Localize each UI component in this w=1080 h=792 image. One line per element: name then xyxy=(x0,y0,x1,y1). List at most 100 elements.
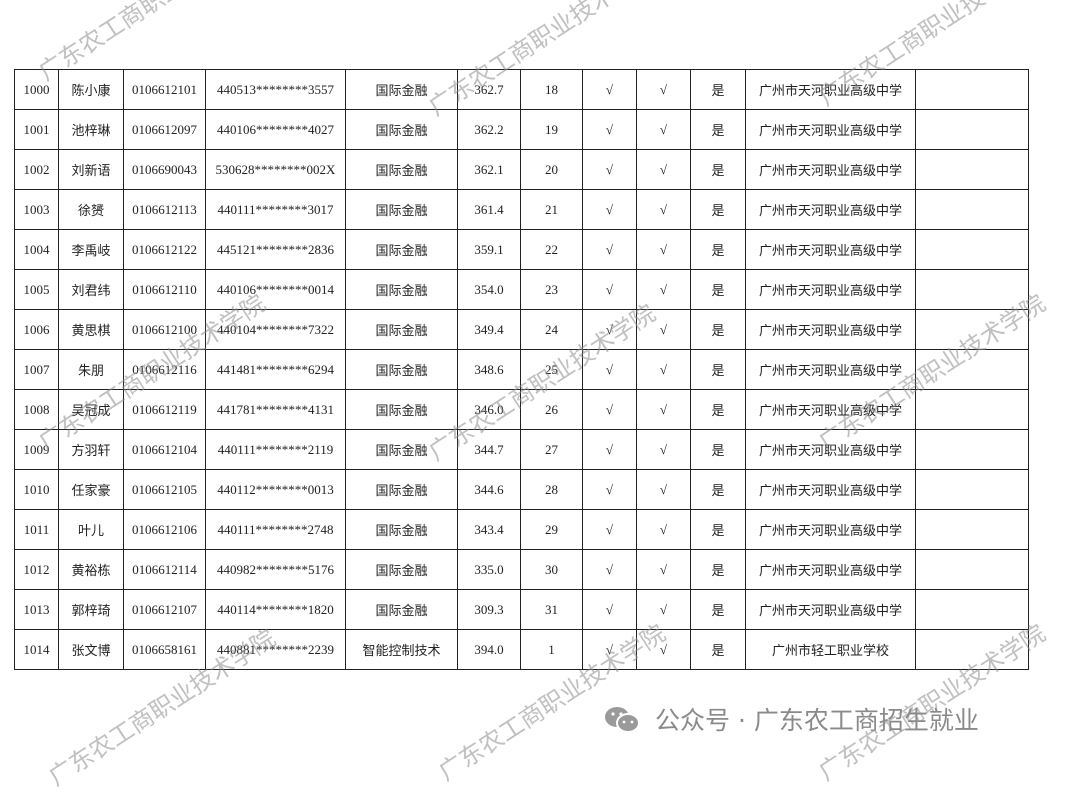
table-cell: 是 xyxy=(690,549,746,590)
table-cell: 361.4 xyxy=(457,189,521,230)
table-row: 1007 朱朋 0106612116 441481********6294 国际金融 34… xyxy=(14,349,1029,390)
admission-table: 1000 陈小康 0106612101 440513********3557 国际金融 3… xyxy=(14,69,1029,670)
table-cell: 李禹岐 xyxy=(58,229,124,270)
table-cell: 440114********1820 xyxy=(205,589,346,630)
table-cell: √ xyxy=(582,109,637,150)
table-cell: 0106612106 xyxy=(123,509,206,550)
table-cell: 广州市天河职业高级中学 xyxy=(745,389,916,430)
table-cell: √ xyxy=(636,509,691,550)
table-cell: 0106612110 xyxy=(123,269,206,310)
wechat-icon xyxy=(605,707,640,733)
table-cell: 广州市天河职业高级中学 xyxy=(745,229,916,270)
table-cell: 362.2 xyxy=(457,109,521,150)
table-cell: 27 xyxy=(520,429,583,470)
table-cell: 国际金融 xyxy=(345,229,458,270)
table-row: 1000 陈小康 0106612101 440513********3557 国际金融 3… xyxy=(14,69,1029,110)
table-cell: 0106658161 xyxy=(123,629,206,670)
table-cell: 1000 xyxy=(14,69,59,110)
empty-cell xyxy=(915,389,1029,430)
table-cell: 441481********6294 xyxy=(205,349,346,390)
table-row: 1008 吴冠成 0106612119 441781********4131 国际金融 3… xyxy=(14,389,1029,430)
table-cell: 29 xyxy=(520,509,583,550)
table-cell: 0106612100 xyxy=(123,309,206,350)
table-cell: √ xyxy=(636,469,691,510)
table-cell: 0106612122 xyxy=(123,229,206,270)
table-cell: 440111********3017 xyxy=(205,189,346,230)
table-cell: 1005 xyxy=(14,269,59,310)
table-cell: 国际金融 xyxy=(345,69,458,110)
table-cell: 1002 xyxy=(14,149,59,190)
table-cell: √ xyxy=(582,469,637,510)
table-cell: 徐赟 xyxy=(58,189,124,230)
table-cell: √ xyxy=(582,309,637,350)
table-cell: 26 xyxy=(520,389,583,430)
table-cell: 343.4 xyxy=(457,509,521,550)
table-cell: 郭梓琦 xyxy=(58,589,124,630)
table-cell: 0106612107 xyxy=(123,589,206,630)
table-cell: 国际金融 xyxy=(345,189,458,230)
table-cell: 0106612097 xyxy=(123,109,206,150)
table-cell: √ xyxy=(582,389,637,430)
table-cell: 广州市天河职业高级中学 xyxy=(745,509,916,550)
table-cell: √ xyxy=(582,149,637,190)
table-cell: 354.0 xyxy=(457,269,521,310)
table-body: 1000 陈小康 0106612101 440513********3557 国际金融 3… xyxy=(14,69,1029,670)
table-cell: 440104********7322 xyxy=(205,309,346,350)
table-cell: 530628********002X xyxy=(205,149,346,190)
table-cell: 广州市天河职业高级中学 xyxy=(745,69,916,110)
table-cell: 是 xyxy=(690,589,746,630)
table-cell: √ xyxy=(582,549,637,590)
empty-cell xyxy=(915,589,1029,630)
table-row: 1013 郭梓琦 0106612107 440114********1820 国际金融 3… xyxy=(14,589,1029,630)
table-cell: 是 xyxy=(690,229,746,270)
table-cell: 0106612119 xyxy=(123,389,206,430)
table-cell: 362.1 xyxy=(457,149,521,190)
table-cell: 1008 xyxy=(14,389,59,430)
table-cell: 广州市天河职业高级中学 xyxy=(745,149,916,190)
table-cell: 440106********0014 xyxy=(205,269,346,310)
table-cell: 国际金融 xyxy=(345,149,458,190)
table-cell: √ xyxy=(582,429,637,470)
table-cell: √ xyxy=(582,509,637,550)
table-cell: 440112********0013 xyxy=(205,469,346,510)
table-row: 1009 方羽轩 0106612104 440111********2119 国际金融 3… xyxy=(14,429,1029,470)
table-cell: 张文博 xyxy=(58,629,124,670)
table-cell: 1012 xyxy=(14,549,59,590)
table-cell: 19 xyxy=(520,109,583,150)
table-row: 1003 徐赟 0106612113 440111********3017 国际金融 36… xyxy=(14,189,1029,230)
table-row: 1004 李禹岐 0106612122 445121********2836 国际金融 3… xyxy=(14,229,1029,270)
table-cell: 智能控制技术 xyxy=(345,629,458,670)
table-cell: √ xyxy=(582,189,637,230)
table-cell: 344.6 xyxy=(457,469,521,510)
table-cell: 0106612101 xyxy=(123,69,206,110)
table-row: 1002 刘新语 0106690043 530628********002X 国际金融 3… xyxy=(14,149,1029,190)
table-cell: 池梓琳 xyxy=(58,109,124,150)
table-cell: 1009 xyxy=(14,429,59,470)
table-cell: 广州市天河职业高级中学 xyxy=(745,189,916,230)
table-cell: 440111********2748 xyxy=(205,509,346,550)
table-cell: 是 xyxy=(690,309,746,350)
table-cell: 叶儿 xyxy=(58,509,124,550)
table-cell: 30 xyxy=(520,549,583,590)
empty-cell xyxy=(915,429,1029,470)
empty-cell xyxy=(915,149,1029,190)
table-cell: 1 xyxy=(520,629,583,670)
empty-cell xyxy=(915,509,1029,550)
table-cell: 是 xyxy=(690,349,746,390)
table-cell: 黄思棋 xyxy=(58,309,124,350)
table-cell: 0106690043 xyxy=(123,149,206,190)
table-cell: √ xyxy=(636,429,691,470)
table-cell: 335.0 xyxy=(457,549,521,590)
table-cell: 309.3 xyxy=(457,589,521,630)
table-cell: 吴冠成 xyxy=(58,389,124,430)
table-cell: 是 xyxy=(690,429,746,470)
table-cell: 21 xyxy=(520,189,583,230)
table-cell: 国际金融 xyxy=(345,349,458,390)
table-cell: 是 xyxy=(690,509,746,550)
table-cell: 394.0 xyxy=(457,629,521,670)
table-cell: 440881********2239 xyxy=(205,629,346,670)
table-cell: 359.1 xyxy=(457,229,521,270)
table-cell: √ xyxy=(582,229,637,270)
table-cell: 国际金融 xyxy=(345,429,458,470)
table-row: 1001 池梓琳 0106612097 440106********4027 国际金融 3… xyxy=(14,109,1029,150)
